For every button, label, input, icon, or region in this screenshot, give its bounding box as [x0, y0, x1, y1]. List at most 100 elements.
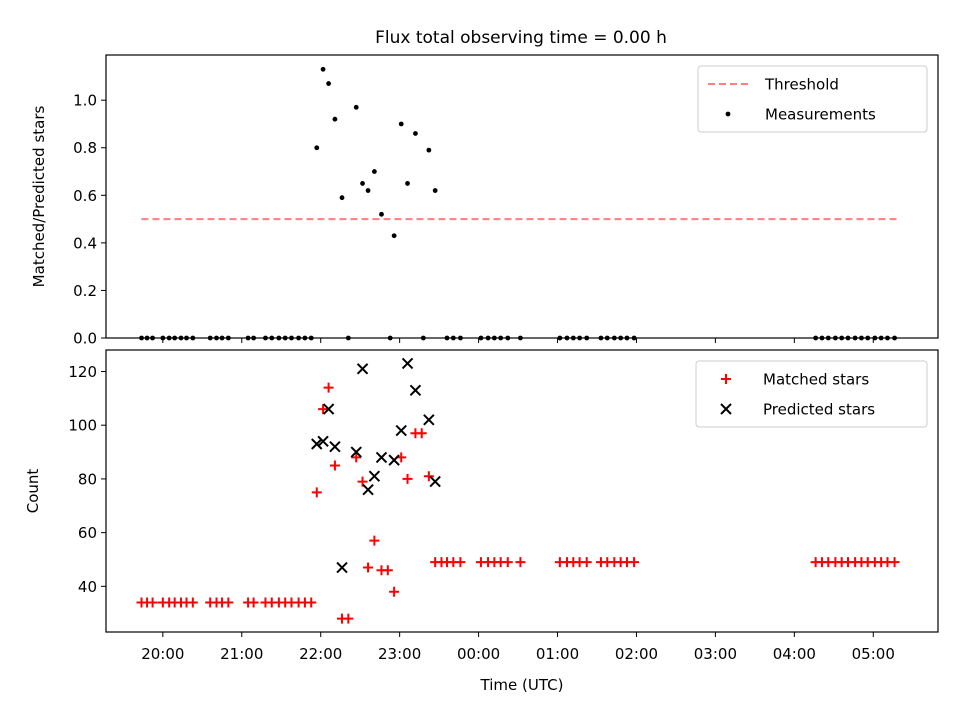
y-tick-label: 120	[68, 363, 97, 381]
x-tick-label: 22:00	[299, 645, 342, 663]
matched-star-point	[402, 473, 413, 484]
figure-title: Flux total observing time = 0.00 h	[375, 28, 667, 48]
ratio-plot: 0.0 0.2 0.4 0.6 0.8 1.0 Matched/Predicted star…	[30, 54, 939, 348]
matched-star-point	[311, 487, 322, 498]
predicted-star-point	[350, 446, 362, 458]
predicted-star-point	[395, 424, 407, 437]
x-tick-label: 01:00	[536, 645, 579, 663]
legend-box	[697, 65, 928, 133]
measurement-point	[314, 145, 320, 151]
predicted-star-point	[322, 403, 335, 415]
measurement-point	[332, 116, 338, 122]
matched-star-point	[515, 557, 526, 568]
matched-star-point	[248, 597, 259, 608]
y-tick-label: 60	[78, 524, 97, 542]
legend-marker-swatch	[725, 111, 731, 117]
matched-star-point	[389, 586, 400, 597]
measurement-point	[379, 211, 384, 217]
x-tick-label: 21:00	[220, 645, 263, 663]
matched-star-point	[147, 597, 158, 608]
predicted-star-point	[429, 475, 441, 488]
x-axis-label: Time (UTC)	[480, 676, 564, 694]
x-tick-label: 20:00	[141, 645, 184, 663]
y-tick-label: 1.0	[73, 92, 97, 110]
y-tick-label: 40	[78, 578, 97, 596]
measurement-point	[391, 233, 397, 239]
legend-marker-swatch	[720, 403, 732, 415]
legend-label: Predicted stars	[763, 401, 875, 419]
y-axis-label: Matched/Predicted stars	[30, 106, 48, 288]
matched-star-point	[351, 452, 362, 463]
matched-star-point	[416, 428, 427, 439]
legend-label: Matched stars	[763, 371, 869, 389]
matched-star-point	[423, 471, 434, 482]
matched-star-point	[343, 613, 354, 624]
predicted-star-point	[336, 561, 348, 574]
matched-star-point	[455, 557, 466, 568]
ratio-plot-axes: 0.0 0.2 0.4 0.6 0.8 1.0 Matched/Predicted star…	[30, 54, 939, 348]
y-tick-label: 80	[78, 470, 97, 488]
x-tick-label: 02:00	[615, 645, 658, 663]
matched-star-point	[318, 404, 329, 415]
matched-star-point	[581, 557, 592, 568]
measurement-point	[432, 188, 438, 193]
matched-star-point	[502, 557, 513, 568]
measurement-point	[365, 188, 371, 193]
measurement-point	[398, 121, 404, 127]
predicted-star-point	[388, 454, 400, 466]
predicted-star-point	[311, 438, 323, 450]
measurement-point	[371, 169, 377, 174]
count-plot-axes: 40 60 80 100 120 20:00 21:00 22:00 23:00 00:00 01:…	[24, 349, 939, 694]
y-tick-label: 100	[68, 417, 97, 435]
matched-star-point	[629, 557, 640, 568]
measurement-point	[339, 195, 345, 201]
x-tick-label: 23:00	[378, 645, 421, 663]
legend-box	[695, 360, 928, 428]
axes-frame	[105, 349, 939, 633]
matched-star-point	[223, 597, 234, 608]
predicted-star-point	[375, 451, 388, 464]
matched-star-point	[363, 562, 374, 573]
x-tick-label: 04:00	[773, 645, 816, 663]
matched-star-point	[382, 565, 393, 576]
y-tick-label: 0.0	[73, 330, 97, 348]
matched-star-point	[889, 557, 900, 568]
y-tick-label: 0.8	[73, 139, 97, 157]
matched-star-point	[187, 597, 198, 608]
axes-frame	[105, 54, 939, 339]
legend-marker-swatch	[721, 374, 731, 384]
x-tick-label: 03:00	[694, 645, 737, 663]
matched-star-point	[357, 476, 368, 487]
count-plot: 40 60 80 100 120 20:00 21:00 22:00 23:00 00:00 01:…	[24, 349, 939, 694]
y-tick-label: 0.4	[73, 234, 97, 252]
legend-label: Measurements	[765, 106, 876, 124]
predicted-star-point	[401, 357, 414, 370]
x-tick-label: 05:00	[852, 645, 895, 663]
predicted-star-point	[329, 440, 341, 453]
y-axis-label: Count	[24, 469, 42, 514]
measurement-point	[426, 147, 432, 153]
count-plot-legend: Matched stars Predicted stars	[695, 360, 928, 428]
predicted-star-point	[362, 483, 374, 496]
y-tick-label: 0.2	[73, 282, 97, 300]
matched-star-point	[306, 597, 317, 608]
measurement-point	[360, 181, 365, 186]
count-plot-data	[136, 357, 900, 624]
y-tick-label: 0.6	[73, 187, 97, 205]
matched-star-point	[329, 460, 340, 471]
measurement-point	[413, 131, 418, 136]
matched-star-point	[369, 535, 380, 546]
ratio-plot-legend: Threshold Measurements	[697, 65, 928, 133]
predicted-star-point	[317, 435, 329, 448]
predicted-star-point	[409, 384, 422, 396]
predicted-star-point	[368, 470, 381, 482]
measurement-point	[320, 66, 326, 72]
matched-star-point	[323, 382, 334, 393]
measurement-point	[405, 181, 410, 186]
x-tick-label: 00:00	[457, 645, 500, 663]
legend-label: Threshold	[764, 76, 839, 94]
predicted-star-point	[423, 414, 435, 426]
predicted-star-point	[356, 363, 369, 375]
measurement-point	[326, 81, 332, 86]
